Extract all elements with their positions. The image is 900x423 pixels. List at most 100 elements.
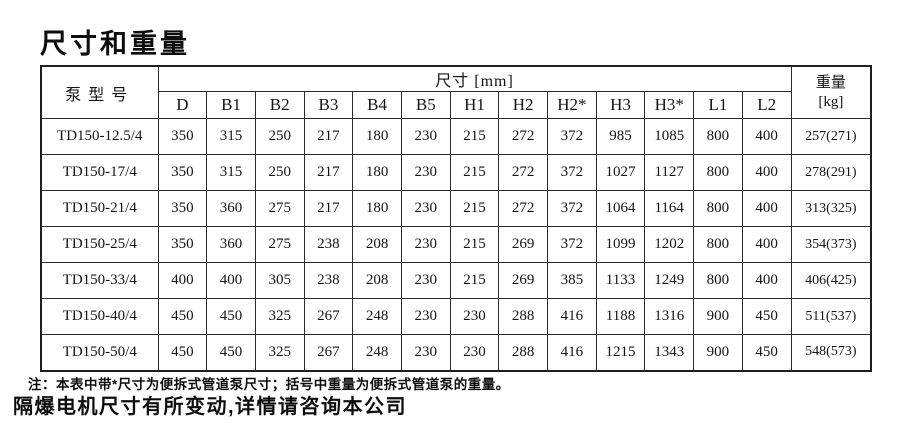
dimension-value-cell: 230 <box>400 334 451 371</box>
weight-value-cell: 406(425) <box>790 262 872 299</box>
table-row: TD150-40/4 450 450 325 267 248 230 230 288 416 118… <box>40 298 872 335</box>
dimension-value-cell: 450 <box>157 298 208 335</box>
weight-value-cell: 278(291) <box>790 154 872 191</box>
dimension-value-cell: 208 <box>352 262 402 299</box>
dimension-value-cell: 269 <box>498 226 548 263</box>
dimension-value-cell: 360 <box>206 226 256 263</box>
dimension-column-header: L1 <box>693 91 743 119</box>
dimension-value-cell: 1133 <box>595 262 646 299</box>
dimension-value-cell: 230 <box>400 226 451 263</box>
dimension-value-cell: 400 <box>741 262 792 299</box>
table-row: TD150-33/4 400 400 305 238 208 230 215 269 385 113… <box>40 262 872 299</box>
dimension-column-header: B3 <box>303 91 354 119</box>
dimension-value-cell: 450 <box>157 334 208 371</box>
dimension-value-cell: 1127 <box>644 154 695 191</box>
note-asterisk-explanation: 注：本表中带*尺寸为便拆式管道泵尺寸；括号中重量为便拆式管道泵的重量。 <box>28 377 510 392</box>
dimension-value-cell: 372 <box>547 118 597 155</box>
dimension-value-cell: 900 <box>693 334 743 371</box>
table-row: TD150-17/4 350 315 250 217 180 230 215 272 372 102… <box>40 154 872 191</box>
dimension-value-cell: 800 <box>693 226 743 263</box>
dimension-value-cell: 1064 <box>595 190 646 227</box>
table-row: TD150-50/4 450 450 325 267 248 230 230 288 416 121… <box>40 334 872 371</box>
dimension-value-cell: 267 <box>303 298 354 335</box>
dimension-value-cell: 400 <box>157 262 208 299</box>
dimension-value-cell: 230 <box>449 334 500 371</box>
dimension-value-cell: 272 <box>498 154 548 191</box>
weight-header: 重量 [kg] <box>790 65 872 119</box>
dimension-value-cell: 230 <box>400 262 451 299</box>
note-explosion-proof-motor: 隔爆电机尺寸有所变动,详情请咨询本公司 <box>13 396 408 418</box>
dimension-column-header: H3 <box>595 91 646 119</box>
dimension-value-cell: 267 <box>303 334 354 371</box>
dimension-value-cell: 215 <box>449 154 500 191</box>
dimension-value-cell: 1164 <box>644 190 695 227</box>
dimension-value-cell: 800 <box>693 154 743 191</box>
dimension-value-cell: 350 <box>157 226 208 263</box>
dimension-value-cell: 372 <box>547 226 597 263</box>
pump-model-cell: TD150-21/4 <box>40 190 159 227</box>
dimension-value-cell: 416 <box>547 298 597 335</box>
dimension-value-cell: 1316 <box>644 298 695 335</box>
dimension-value-cell: 450 <box>741 298 792 335</box>
weight-value-cell: 257(271) <box>790 118 872 155</box>
dimension-value-cell: 325 <box>254 298 305 335</box>
dimension-value-cell: 1202 <box>644 226 695 263</box>
weight-value-cell: 511(537) <box>790 298 872 335</box>
dimension-value-cell: 1085 <box>644 118 695 155</box>
dimension-value-cell: 372 <box>547 190 597 227</box>
pump-model-cell: TD150-40/4 <box>40 298 159 335</box>
dimension-value-cell: 272 <box>498 118 548 155</box>
dimension-value-cell: 208 <box>352 226 402 263</box>
pump-model-cell: TD150-33/4 <box>40 262 159 299</box>
dimension-value-cell: 269 <box>498 262 548 299</box>
dimension-value-cell: 1215 <box>595 334 646 371</box>
dimension-value-cell: 900 <box>693 298 743 335</box>
dimension-value-cell: 350 <box>157 154 208 191</box>
table-row: TD150-12.5/4 350 315 250 217 180 230 215 272 372 9… <box>40 118 872 155</box>
dimension-value-cell: 1249 <box>644 262 695 299</box>
dimension-value-cell: 248 <box>352 334 402 371</box>
dimension-value-cell: 400 <box>741 154 792 191</box>
dimension-value-cell: 325 <box>254 334 305 371</box>
dimensions-weight-table: 泵型号 尺寸 [mm] 重量 [kg] D B1 B2 B3 B4 B5 H1 H2 H2* H3… <box>40 65 873 372</box>
pump-model-cell: TD150-17/4 <box>40 154 159 191</box>
dimension-value-cell: 1027 <box>595 154 646 191</box>
dimension-value-cell: 217 <box>303 118 354 155</box>
dimension-value-cell: 230 <box>400 298 451 335</box>
dimensions-group-header: 尺寸 [mm] <box>157 65 792 92</box>
dimension-value-cell: 288 <box>498 334 548 371</box>
table-header-group-row: 泵型号 尺寸 [mm] 重量 [kg] <box>40 65 872 119</box>
dimension-value-cell: 450 <box>741 334 792 371</box>
dimension-value-cell: 248 <box>352 298 402 335</box>
dimension-value-cell: 1099 <box>595 226 646 263</box>
dimension-value-cell: 250 <box>254 154 305 191</box>
dimension-value-cell: 1343 <box>644 334 695 371</box>
pump-model-cell: TD150-25/4 <box>40 226 159 263</box>
weight-header-unit: [kg] <box>818 93 844 110</box>
dimension-value-cell: 230 <box>400 154 451 191</box>
dimension-value-cell: 416 <box>547 334 597 371</box>
dimension-value-cell: 400 <box>741 190 792 227</box>
weight-value-cell: 313(325) <box>790 190 872 227</box>
dimension-value-cell: 180 <box>352 118 402 155</box>
dimension-value-cell: 315 <box>206 118 256 155</box>
dimension-value-cell: 800 <box>693 262 743 299</box>
pump-model-cell: TD150-12.5/4 <box>40 118 159 155</box>
page-title: 尺寸和重量 <box>40 29 190 59</box>
dimension-value-cell: 230 <box>400 190 451 227</box>
dimension-value-cell: 230 <box>449 298 500 335</box>
dimension-value-cell: 985 <box>595 118 646 155</box>
dimension-value-cell: 250 <box>254 118 305 155</box>
dimension-column-header: D <box>157 91 208 119</box>
dimension-value-cell: 288 <box>498 298 548 335</box>
dimension-column-header: B2 <box>254 91 305 119</box>
dimension-value-cell: 372 <box>547 154 597 191</box>
dimension-value-cell: 360 <box>206 190 256 227</box>
dimension-column-header: L2 <box>741 91 792 119</box>
weight-value-cell: 548(573) <box>790 334 872 371</box>
dimension-column-header: H1 <box>449 91 500 119</box>
dimension-value-cell: 400 <box>741 118 792 155</box>
dimension-value-cell: 215 <box>449 190 500 227</box>
pump-model-header: 泵型号 <box>40 65 159 119</box>
